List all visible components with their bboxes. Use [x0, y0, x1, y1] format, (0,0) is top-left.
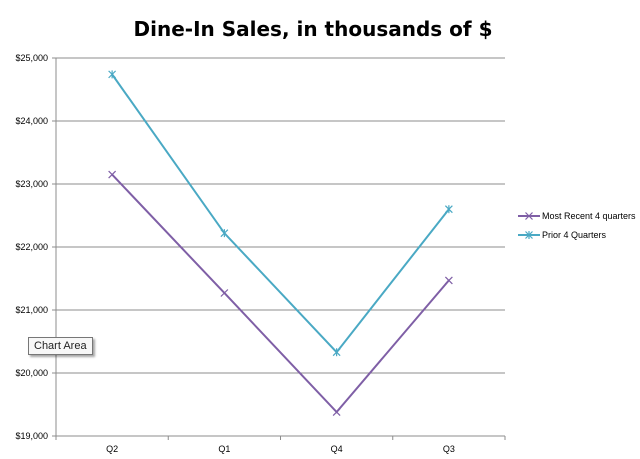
series-line-2[interactable] [111, 73, 450, 354]
y-tick-label: $25,000 [15, 53, 48, 63]
chart-title: Dine-In Sales, in thousands of $ [134, 17, 493, 41]
x-tick-label: Q4 [331, 444, 343, 454]
marker-stroke [108, 170, 117, 179]
y-tick-label: $19,000 [15, 431, 48, 441]
series-line-1[interactable] [111, 173, 450, 414]
y-tick-label: $23,000 [15, 179, 48, 189]
marker-stroke [220, 289, 229, 297]
x-tick-label: Q1 [218, 444, 230, 454]
gridlines [56, 57, 505, 374]
legend-label: Most Recent 4 quarters [542, 211, 636, 221]
marker-stroke [444, 276, 453, 285]
marker-stroke [525, 212, 533, 220]
y-tick-label: $21,000 [15, 305, 48, 315]
x-tick-label: Q3 [443, 444, 455, 454]
data-point-marker[interactable] [444, 205, 453, 214]
data-point-marker[interactable] [108, 170, 117, 179]
axes: $19,000 $20,000 $21,000 $22,000 $23,000 $24,0… [15, 53, 506, 454]
data-point-marker[interactable] [108, 70, 117, 79]
data-point-marker[interactable] [444, 276, 453, 285]
data-point-marker[interactable] [332, 408, 341, 416]
marker-stroke [332, 408, 341, 416]
legend[interactable]: Most Recent 4 quarters Prior 4 Quarters [518, 211, 636, 240]
data-point-marker[interactable] [332, 348, 341, 357]
y-tick-label: $20,000 [15, 368, 48, 378]
data-point-marker[interactable] [220, 289, 229, 297]
legend-marker[interactable] [525, 231, 533, 239]
plot-series[interactable] [108, 70, 453, 416]
chart-area-tooltip: Chart Area [28, 337, 93, 355]
legend-marker[interactable] [525, 212, 533, 220]
y-tick-label: $22,000 [15, 242, 48, 252]
data-point-marker[interactable] [220, 229, 229, 238]
legend-label: Prior 4 Quarters [542, 230, 607, 240]
y-tick-label: $24,000 [15, 116, 48, 126]
x-tick-label: Q2 [106, 444, 118, 454]
